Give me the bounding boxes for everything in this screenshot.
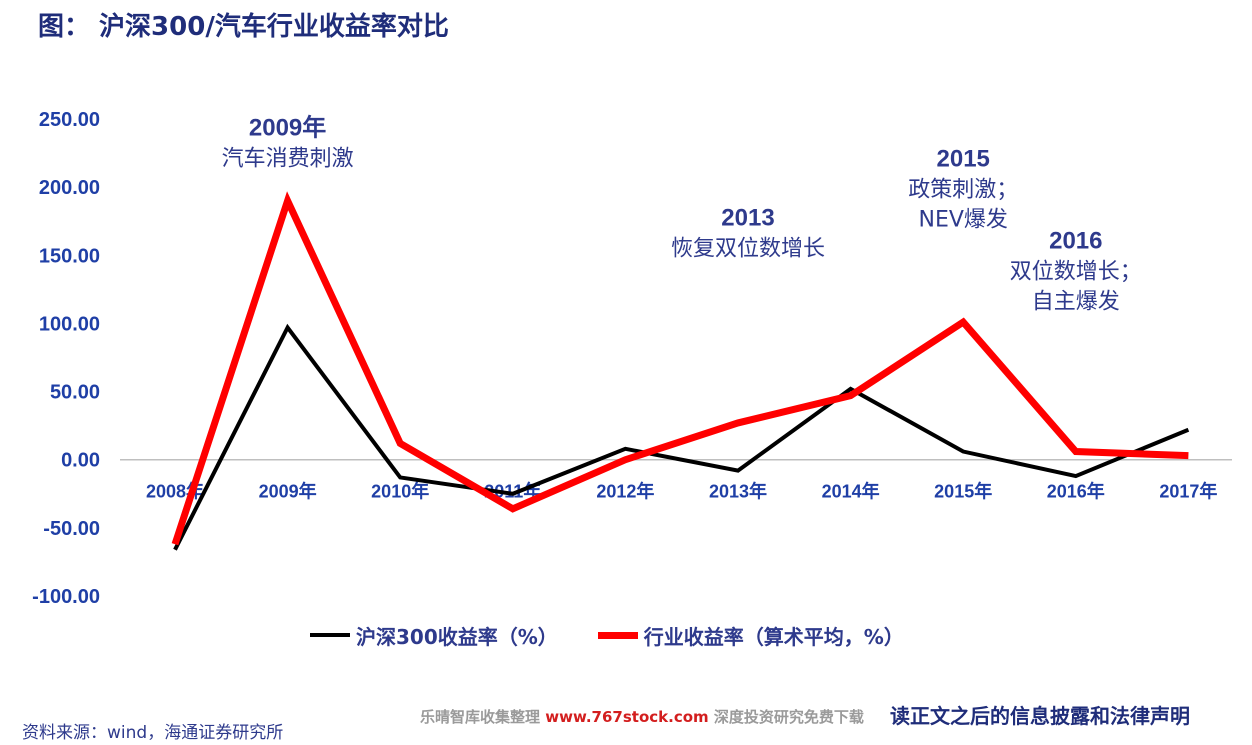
legend-swatch-red <box>597 631 638 639</box>
legend-label-hs300: 沪深300收益率（%） <box>356 624 558 649</box>
watermark-left: 乐晴智库收集整理 <box>420 708 541 726</box>
watermark-url: www.767stock.com <box>545 708 709 726</box>
disclaimer: 读正文之后的信息披露和法律声明 <box>890 704 1190 728</box>
y-tick-label: -50.00 <box>43 518 100 540</box>
line-chart: 250.00 200.00 150.00 100.00 50.00 0.00 -50.00 -… <box>32 109 1232 608</box>
y-axis: 250.00 200.00 150.00 100.00 50.00 0.00 -50.00 -… <box>32 109 100 608</box>
y-tick-label: 150.00 <box>39 245 100 267</box>
x-axis: 2008年 2009年 2010年 2011年 2012年 2013年 2014年 2015年… <box>146 481 1217 502</box>
annotation-line: 恢复双位数增长 <box>671 236 825 261</box>
annotation-line: 2015 <box>937 146 990 173</box>
x-tick-label: 2015年 <box>934 481 992 502</box>
annotation-line: 自主爆发 <box>1032 289 1120 314</box>
series-layer <box>171 191 1190 551</box>
x-tick-label: 2010年 <box>371 481 429 502</box>
watermark: 乐晴智库收集整理 www.767stock.com 深度投资研究免费下载 <box>420 706 864 727</box>
annotation-line: 政策刺激； <box>908 178 1018 203</box>
x-tick-label: 2017年 <box>1159 481 1217 502</box>
x-tick-label: 2013年 <box>709 481 767 502</box>
annotation-line: 汽车消费刺激 <box>222 146 354 171</box>
x-tick-label: 2009年 <box>259 481 317 502</box>
watermark-right: 深度投资研究免费下载 <box>713 708 864 726</box>
x-tick-label: 2016年 <box>1047 481 1105 502</box>
x-tick-label: 2012年 <box>596 481 654 502</box>
series-line-0 <box>173 323 1190 551</box>
annotation-line: 2009年 <box>249 113 326 141</box>
chart-title: 图： 沪深300/汽车行业收益率对比 <box>38 12 449 42</box>
y-tick-label: -100.00 <box>32 586 100 608</box>
y-tick-label: 50.00 <box>50 382 100 404</box>
legend-item-hs300: 沪深300收益率（%） <box>310 621 558 650</box>
annotation-line: 2013 <box>721 204 774 231</box>
annotation-line: 双位数增长； <box>1010 259 1142 284</box>
legend-label-industry: 行业收益率（算术平均，%） <box>643 624 904 649</box>
legend: 沪深300收益率（%） 行业收益率（算术平均，%） <box>310 620 904 650</box>
series-line-1 <box>171 191 1189 546</box>
y-tick-label: 0.00 <box>61 450 100 472</box>
legend-swatch-black <box>310 633 350 637</box>
y-tick-label: 200.00 <box>39 177 100 199</box>
y-tick-label: 100.00 <box>39 313 100 335</box>
y-tick-label: 250.00 <box>39 109 100 131</box>
annotation-line: 2016 <box>1049 227 1102 254</box>
legend-item-industry: 行业收益率（算术平均，%） <box>597 621 904 650</box>
x-tick-label: 2014年 <box>822 481 880 502</box>
source-note: 资料来源：wind，海通证券研究所 <box>22 723 284 743</box>
annotation-line: NEV爆发 <box>918 208 1007 233</box>
